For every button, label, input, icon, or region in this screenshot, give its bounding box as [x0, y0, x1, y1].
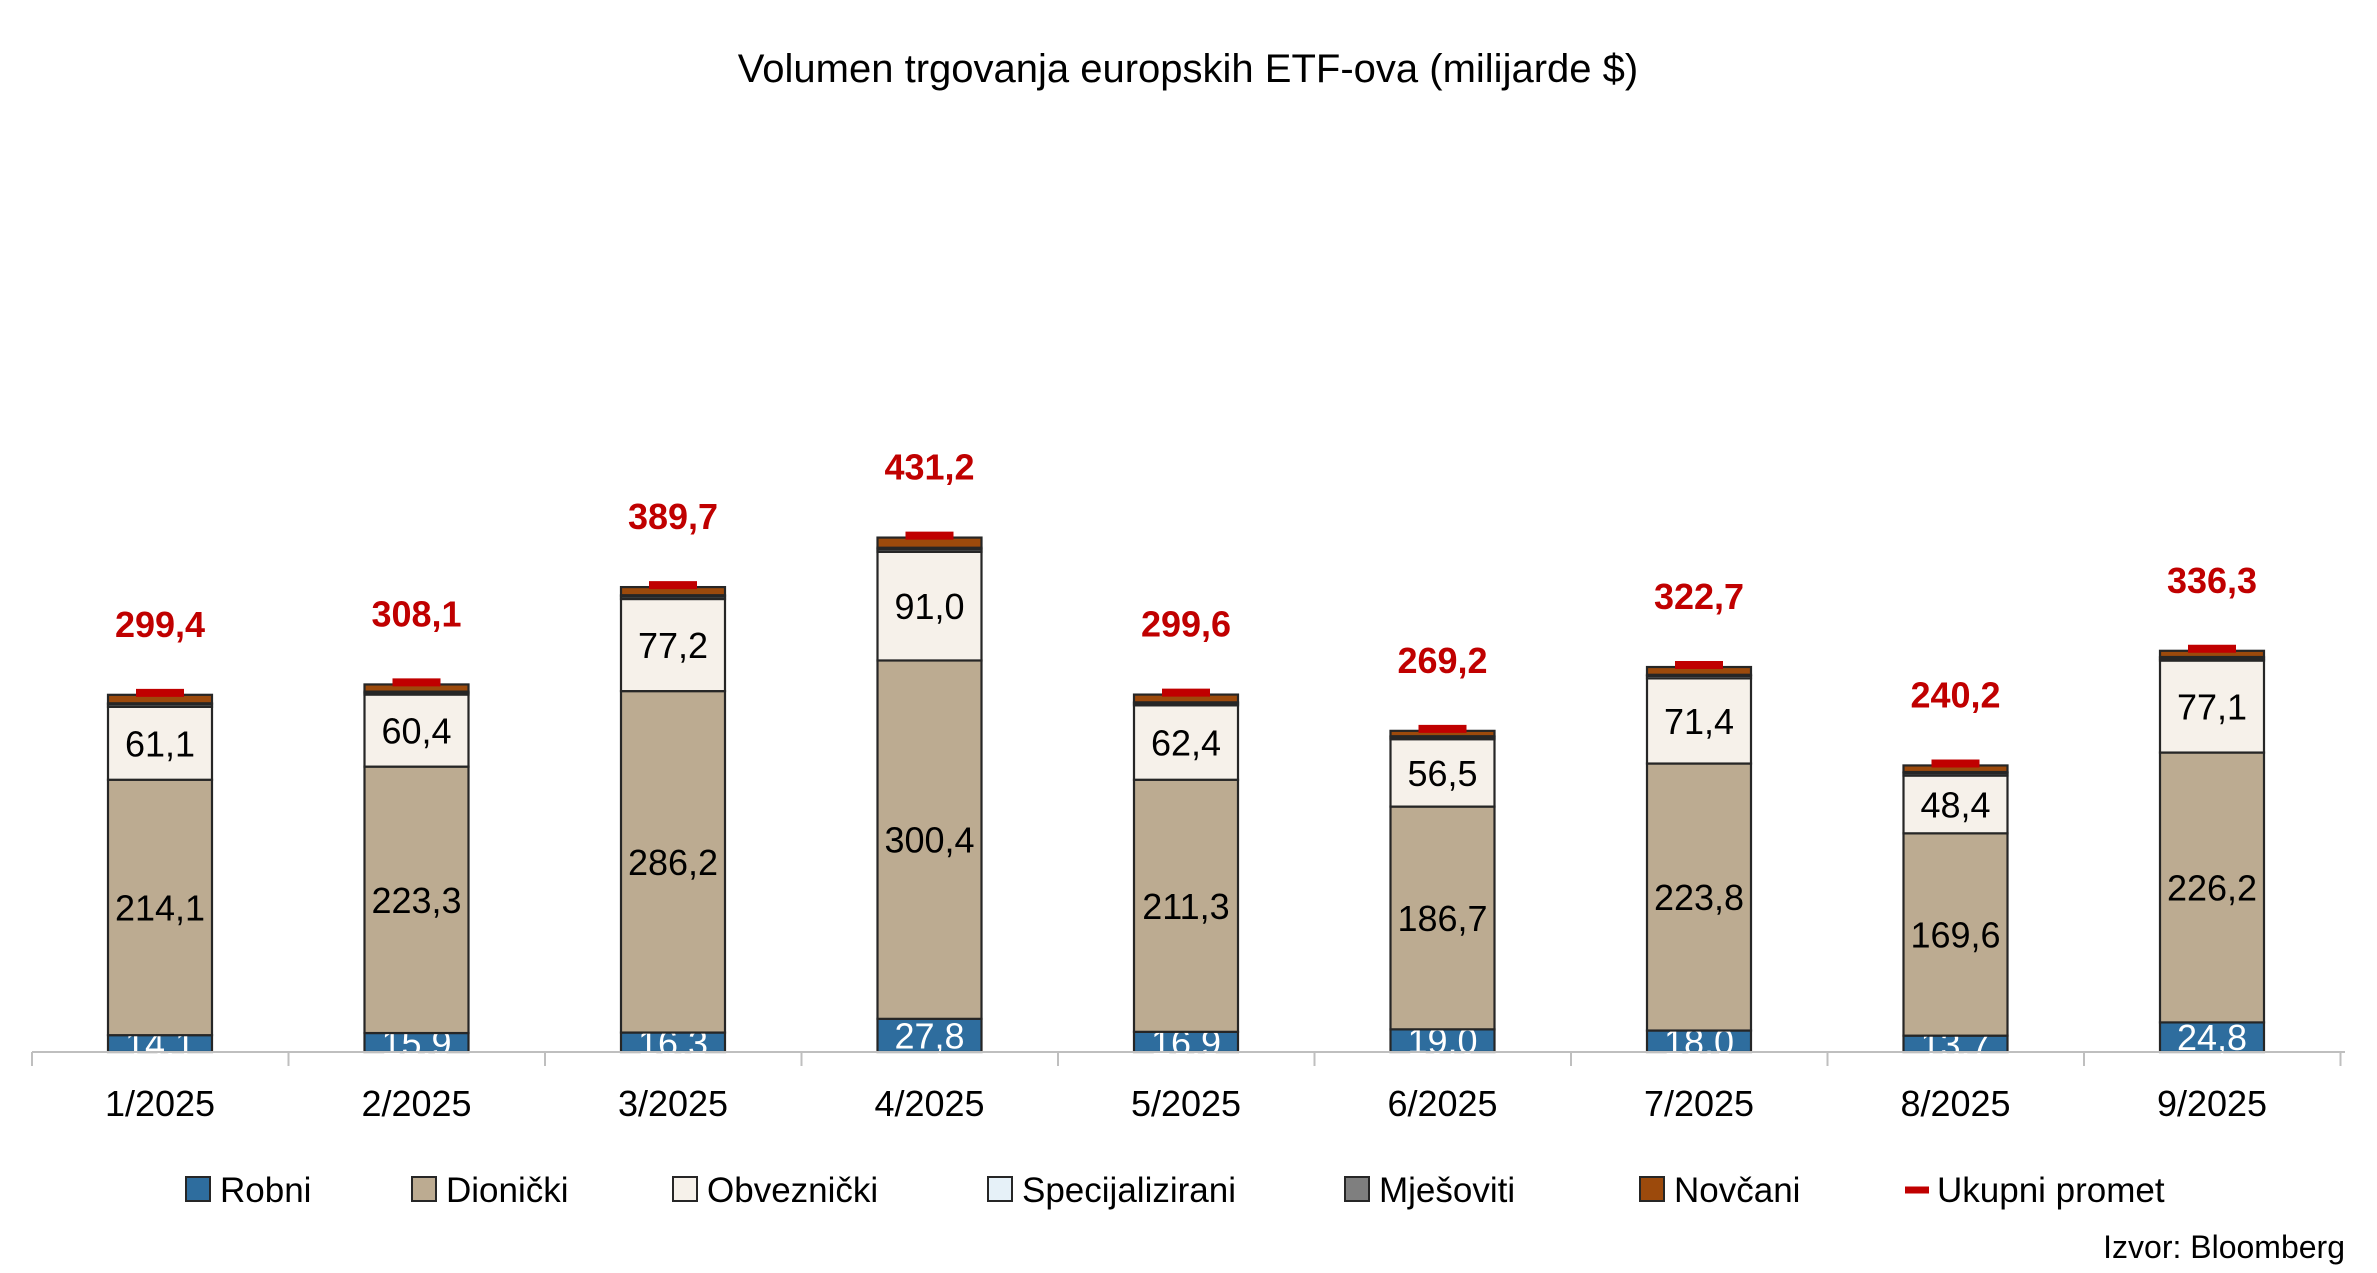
data-label: 61,1	[125, 723, 195, 764]
data-label: 91,0	[894, 586, 964, 627]
legend-label: Novčani	[1674, 1171, 1800, 1210]
data-label: 211,3	[1142, 886, 1229, 927]
x-tick-label: 2/2025	[361, 1083, 471, 1124]
legend-item: Dionički	[411, 1171, 569, 1210]
legend-label: Specijalizirani	[1022, 1171, 1236, 1210]
legend-label: Mješoviti	[1379, 1171, 1515, 1210]
x-tick-label: 3/2025	[618, 1083, 728, 1124]
bars-layer: 14,1214,161,1299,415,9223,360,4308,116,3…	[106, 447, 2266, 1065]
total-label: 308,1	[371, 593, 461, 634]
bar-segment	[619, 690, 727, 1034]
legend-swatch	[185, 1176, 211, 1202]
total-label: 299,6	[1141, 604, 1231, 645]
legend-swatch	[411, 1176, 437, 1202]
total-label: 299,4	[115, 604, 205, 645]
data-label: 27,8	[894, 1015, 964, 1056]
legend-label: Robni	[220, 1171, 311, 1210]
legend-item: Novčani	[1639, 1171, 1800, 1210]
total-label: 431,2	[884, 447, 974, 488]
data-label: 223,8	[1654, 877, 1744, 918]
data-label: 186,7	[1397, 898, 1487, 939]
total-label: 389,7	[628, 496, 718, 537]
data-label: 71,4	[1664, 701, 1734, 742]
x-tick-label: 1/2025	[105, 1083, 215, 1124]
x-axis: 1/2025 2/2025 3/2025 4/2025 5/2025 6/2025 7/20…	[31, 1051, 2345, 1124]
bar-segment	[1645, 762, 1753, 1032]
bar-segment	[106, 705, 214, 781]
bar-segment	[106, 778, 214, 1037]
legend-swatch	[672, 1176, 698, 1202]
legend: Robni Dionički Obveznički Specijalizirani Mj…	[185, 1171, 2165, 1210]
legend-item: Specijalizirani	[987, 1171, 1236, 1210]
data-label: 226,2	[2167, 867, 2257, 908]
source-note: Izvor: Bloomberg	[2103, 1229, 2345, 1265]
data-label: 62,4	[1151, 723, 1221, 764]
data-label: 77,2	[638, 625, 708, 666]
x-tick-label: 8/2025	[1900, 1083, 2010, 1124]
legend-item: Robni	[185, 1171, 311, 1210]
legend-swatch	[1344, 1176, 1370, 1202]
legend-swatch	[1639, 1176, 1665, 1202]
total-label: 322,7	[1654, 576, 1744, 617]
data-label: 77,1	[2177, 687, 2247, 728]
legend-item: Ukupni promet	[1905, 1171, 2165, 1210]
legend-item: Obveznički	[672, 1171, 878, 1210]
x-tick-label: 4/2025	[874, 1083, 984, 1124]
x-tick-label: 7/2025	[1644, 1083, 1754, 1124]
data-label: 48,4	[1920, 784, 1990, 825]
bar-segment	[1389, 738, 1496, 808]
legend-label: Ukupni promet	[1937, 1171, 2165, 1210]
data-label: 56,5	[1407, 753, 1477, 794]
bar-stack: 27,8 300,4 91,0 431,2	[876, 447, 983, 1056]
total-label: 240,2	[1910, 674, 2000, 715]
data-label: 169,6	[1910, 914, 2000, 955]
data-label: 60,4	[381, 711, 451, 752]
data-label: 300,4	[884, 820, 974, 861]
bar-segment	[1902, 774, 2009, 835]
bar-segment	[1132, 704, 1240, 781]
total-label: 336,3	[2167, 560, 2257, 601]
bar-segment	[1132, 778, 1240, 1033]
x-tick-label: 5/2025	[1131, 1083, 1241, 1124]
bar-segment	[2158, 751, 2266, 1024]
legend-item: Mješoviti	[1344, 1171, 1515, 1210]
x-tick-label: 6/2025	[1387, 1083, 1497, 1124]
legend-label: Obveznički	[707, 1171, 878, 1210]
bar-segment	[2158, 659, 2266, 754]
data-label: 214,1	[115, 887, 205, 928]
data-label: 223,3	[371, 880, 461, 921]
x-tick-label: 9/2025	[2157, 1083, 2267, 1124]
total-label: 269,2	[1397, 640, 1487, 681]
data-label: 286,2	[628, 842, 718, 883]
bar-segment	[1902, 832, 2009, 1037]
chart-title: Volumen trgovanja europskih ETF-ova (mil…	[738, 47, 1638, 91]
bar-segment	[619, 597, 727, 693]
legend-label: Dionički	[446, 1171, 569, 1210]
bar-segment	[1389, 805, 1496, 1031]
bar-segment	[1645, 677, 1753, 765]
legend-swatch	[987, 1176, 1013, 1202]
